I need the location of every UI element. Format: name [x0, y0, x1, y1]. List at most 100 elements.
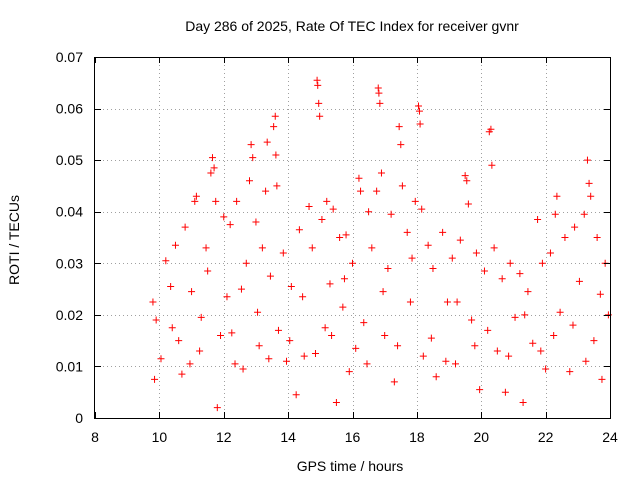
data-point — [461, 172, 469, 180]
data-point — [424, 241, 432, 249]
data-point — [439, 228, 447, 236]
data-point — [511, 313, 519, 321]
data-point — [340, 275, 348, 283]
data-point — [151, 375, 159, 383]
data-point — [403, 228, 411, 236]
data-point — [580, 210, 588, 218]
data-point — [432, 373, 440, 381]
data-point — [332, 399, 340, 407]
data-point — [226, 221, 234, 229]
data-point — [506, 259, 514, 267]
data-point — [202, 244, 210, 252]
data-point — [376, 99, 384, 107]
data-point — [521, 311, 529, 319]
plot-border — [94, 57, 611, 419]
data-point — [228, 329, 236, 337]
data-point — [561, 234, 569, 241]
data-point — [295, 226, 303, 234]
data-point — [181, 223, 189, 231]
data-point — [468, 316, 476, 324]
data-point — [476, 386, 484, 394]
data-point — [418, 205, 426, 213]
data-point — [390, 378, 398, 386]
data-point — [192, 192, 200, 200]
data-point — [480, 267, 488, 275]
points-layer — [149, 76, 612, 412]
data-point — [490, 244, 498, 252]
x-axis-label: GPS time / hours — [297, 458, 404, 474]
y-tick-label: 0.05 — [56, 152, 83, 168]
data-point — [186, 360, 194, 368]
data-point — [537, 347, 545, 355]
data-point — [550, 331, 558, 339]
ticks-layer — [95, 57, 611, 419]
data-point — [311, 350, 319, 358]
data-point — [375, 89, 383, 97]
data-point — [429, 264, 437, 272]
data-point — [220, 213, 228, 221]
data-point — [345, 368, 353, 376]
data-point — [247, 141, 255, 149]
data-point — [488, 161, 496, 169]
data-point — [299, 293, 307, 301]
data-point — [472, 249, 480, 257]
data-point — [188, 288, 196, 296]
data-point — [442, 357, 450, 365]
data-point — [212, 197, 220, 205]
data-point — [463, 177, 471, 185]
data-point — [323, 197, 331, 205]
x-tick-label: 10 — [152, 429, 168, 445]
x-tick-label: 14 — [280, 429, 296, 445]
data-point — [471, 342, 479, 350]
data-point — [315, 99, 323, 107]
data-point — [464, 200, 472, 208]
data-point — [149, 298, 157, 306]
data-point — [252, 218, 260, 226]
data-point — [365, 208, 373, 216]
data-point — [590, 337, 598, 345]
data-point — [352, 344, 360, 352]
data-point — [538, 259, 546, 267]
data-point — [411, 197, 419, 205]
data-point — [239, 365, 247, 373]
data-point — [265, 355, 273, 363]
data-point — [427, 334, 435, 342]
data-point — [534, 215, 542, 223]
data-point — [381, 331, 389, 339]
data-point — [360, 319, 368, 327]
data-point — [210, 164, 218, 172]
x-tick-label: 16 — [345, 429, 361, 445]
data-point — [321, 324, 329, 332]
data-point — [197, 313, 205, 321]
data-point — [339, 303, 347, 311]
data-point — [582, 357, 590, 365]
data-point — [349, 259, 356, 267]
data-point — [308, 244, 316, 252]
data-point — [484, 326, 492, 334]
data-point — [556, 308, 564, 316]
data-point — [363, 360, 371, 368]
data-point — [571, 223, 579, 231]
data-point — [443, 298, 451, 306]
data-point — [416, 120, 424, 128]
data-point — [379, 288, 387, 296]
y-tick-label: 0.02 — [56, 307, 83, 323]
data-point — [266, 272, 274, 280]
data-point — [498, 275, 506, 283]
y-tick-label: 0.07 — [56, 49, 83, 65]
data-point — [213, 404, 221, 412]
data-point — [318, 215, 326, 223]
data-point — [272, 151, 280, 159]
data-point — [326, 280, 334, 288]
data-point — [585, 179, 593, 187]
data-point — [270, 123, 278, 131]
data-point — [596, 290, 604, 298]
data-point — [283, 357, 291, 365]
data-point — [167, 282, 175, 290]
data-point — [408, 254, 416, 262]
data-point — [237, 285, 245, 293]
data-point — [204, 267, 212, 275]
data-point — [587, 192, 595, 200]
